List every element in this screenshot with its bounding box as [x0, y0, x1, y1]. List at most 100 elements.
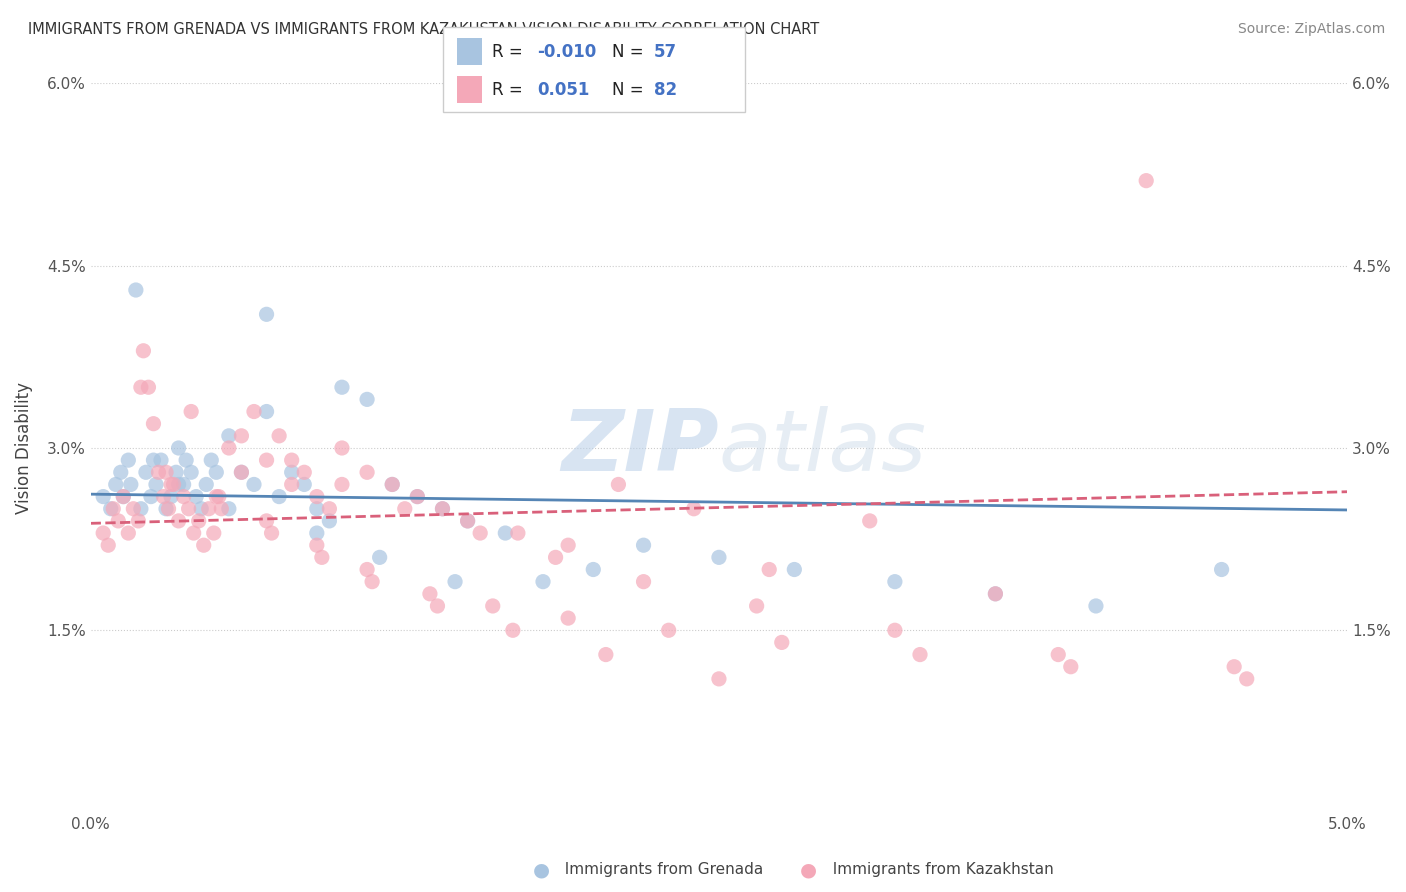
- Point: [120, 477, 142, 491]
- Point: [110, 465, 132, 479]
- Point: [859, 514, 882, 528]
- Point: [243, 477, 266, 491]
- Point: [444, 574, 467, 589]
- Point: [1135, 174, 1157, 188]
- Point: [91, 490, 114, 504]
- Point: [132, 343, 155, 358]
- Point: [269, 490, 291, 504]
- Point: [544, 550, 567, 565]
- Point: [186, 490, 208, 504]
- Point: [305, 526, 328, 541]
- Point: [142, 453, 165, 467]
- Point: [305, 501, 328, 516]
- Text: Source: ZipAtlas.com: Source: ZipAtlas.com: [1237, 22, 1385, 37]
- Point: [218, 501, 240, 516]
- Point: [138, 380, 160, 394]
- Point: [1223, 659, 1246, 673]
- Text: N =: N =: [612, 81, 648, 99]
- Point: [139, 490, 162, 504]
- Point: [183, 526, 205, 541]
- Point: [633, 538, 655, 552]
- Point: [256, 514, 278, 528]
- Point: [97, 538, 120, 552]
- Point: [173, 490, 195, 504]
- Point: [470, 526, 492, 541]
- Point: [311, 550, 333, 565]
- Point: [205, 490, 228, 504]
- Point: [318, 514, 340, 528]
- Point: [745, 599, 768, 613]
- Point: [984, 587, 1007, 601]
- Point: [1060, 659, 1083, 673]
- Point: [280, 453, 302, 467]
- Point: [142, 417, 165, 431]
- Point: [330, 380, 353, 394]
- Point: [494, 526, 516, 541]
- Point: [682, 501, 704, 516]
- Point: [368, 550, 391, 565]
- Point: [129, 380, 152, 394]
- Point: [531, 574, 554, 589]
- Point: [256, 404, 278, 418]
- Point: [112, 490, 135, 504]
- Point: [1211, 562, 1233, 576]
- Text: 0.051: 0.051: [537, 81, 589, 99]
- Point: [406, 490, 429, 504]
- Point: [707, 550, 730, 565]
- Point: [218, 429, 240, 443]
- Text: 57: 57: [654, 43, 676, 62]
- Point: [1084, 599, 1107, 613]
- Point: [200, 453, 222, 467]
- Text: 82: 82: [654, 81, 676, 99]
- Point: [292, 465, 315, 479]
- Point: [506, 526, 529, 541]
- Point: [305, 490, 328, 504]
- Point: [202, 526, 225, 541]
- Point: [356, 465, 378, 479]
- Point: [426, 599, 449, 613]
- Point: [190, 501, 212, 516]
- Point: [280, 477, 302, 491]
- Point: [256, 453, 278, 467]
- Point: [770, 635, 793, 649]
- Point: [167, 514, 190, 528]
- Point: [381, 477, 404, 491]
- Point: [394, 501, 416, 516]
- Point: [150, 453, 173, 467]
- Point: [231, 429, 253, 443]
- Point: [127, 514, 149, 528]
- Point: [145, 477, 167, 491]
- Point: [557, 611, 579, 625]
- Point: [1047, 648, 1070, 662]
- Point: [457, 514, 479, 528]
- Point: [607, 477, 630, 491]
- Point: [231, 465, 253, 479]
- Point: [256, 307, 278, 321]
- Text: ●: ●: [800, 860, 817, 880]
- Point: [104, 477, 127, 491]
- Point: [125, 283, 148, 297]
- Point: [174, 453, 197, 467]
- Point: [148, 465, 170, 479]
- Text: -0.010: -0.010: [537, 43, 596, 62]
- Point: [305, 538, 328, 552]
- Point: [107, 514, 129, 528]
- Point: [117, 453, 139, 467]
- Text: IMMIGRANTS FROM GRENADA VS IMMIGRANTS FROM KAZAKHSTAN VISION DISABILITY CORRELAT: IMMIGRANTS FROM GRENADA VS IMMIGRANTS FR…: [28, 22, 820, 37]
- Point: [432, 501, 454, 516]
- Point: [318, 501, 340, 516]
- Point: [91, 526, 114, 541]
- Text: Immigrants from Kazakhstan: Immigrants from Kazakhstan: [823, 863, 1053, 877]
- Point: [908, 648, 931, 662]
- Point: [167, 441, 190, 455]
- Point: [883, 574, 905, 589]
- Text: R =: R =: [492, 43, 529, 62]
- Point: [135, 465, 157, 479]
- Point: [231, 465, 253, 479]
- Point: [177, 501, 200, 516]
- Point: [165, 465, 187, 479]
- Y-axis label: Vision Disability: Vision Disability: [15, 382, 32, 514]
- Point: [356, 562, 378, 576]
- Point: [218, 441, 240, 455]
- Point: [432, 501, 454, 516]
